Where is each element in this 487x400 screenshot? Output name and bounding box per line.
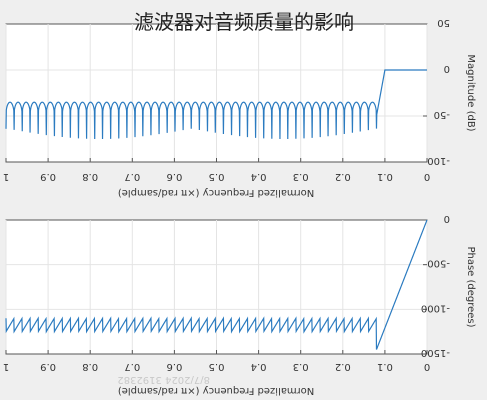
x-tick-label: 0.1 bbox=[377, 361, 393, 372]
x-tick-label: 0.3 bbox=[293, 361, 309, 372]
y-tick-label: -50 bbox=[434, 109, 450, 120]
x-tick-label: 0.9 bbox=[40, 171, 56, 182]
x-tick-label: 0.2 bbox=[335, 171, 351, 182]
magnitude-y-axis-label: Magnitude (dB) bbox=[465, 54, 476, 131]
watermark-text: 8/7/2024 3192382 bbox=[117, 374, 210, 385]
x-tick-label: 0 bbox=[424, 361, 430, 372]
magnitude-gridlines bbox=[5, 24, 428, 162]
x-tick-label: 0.7 bbox=[124, 171, 140, 182]
x-tick-label: 0.8 bbox=[82, 361, 98, 372]
x-tick-label: 0.8 bbox=[82, 171, 98, 182]
magnitude-series-line bbox=[5, 69, 427, 139]
x-tick-label: 0.2 bbox=[335, 361, 351, 372]
x-tick-label: 0.1 bbox=[377, 171, 393, 182]
x-tick-label: 0.7 bbox=[124, 361, 140, 372]
x-tick-label: 0.5 bbox=[209, 171, 225, 182]
y-tick-label: -100 bbox=[427, 155, 450, 166]
phase-y-ticks: 0 -500 -1000 -1500 bbox=[421, 213, 450, 358]
x-tick-label: 0.5 bbox=[209, 361, 225, 372]
x-tick-label: 0.4 bbox=[251, 171, 267, 182]
y-tick-label: -1000 bbox=[421, 302, 450, 313]
chart-title: 滤波器对音频质量的影响 bbox=[134, 10, 354, 34]
y-tick-label: 50 bbox=[437, 17, 450, 28]
phase-x-axis-label: Normalized Frequency (×π rad/sample) bbox=[118, 385, 315, 396]
phase-series-line bbox=[5, 219, 428, 350]
x-tick-label: 0.3 bbox=[293, 171, 309, 182]
phase-gridlines bbox=[5, 220, 428, 354]
y-tick-label: -1500 bbox=[421, 347, 450, 358]
phase-y-axis-label: Phase (degrees) bbox=[465, 246, 476, 327]
x-tick-label: 1 bbox=[3, 361, 9, 372]
y-tick-label: 0 bbox=[444, 63, 450, 74]
x-tick-label: 0.6 bbox=[166, 171, 182, 182]
y-tick-label: -500 bbox=[427, 258, 450, 269]
x-tick-label: 1 bbox=[3, 171, 9, 182]
x-tick-label: 0.4 bbox=[251, 361, 267, 372]
x-tick-label: 0 bbox=[424, 171, 430, 182]
magnitude-x-axis-label: Normalized Frequency (×π rad/sample) bbox=[118, 187, 315, 198]
x-tick-label: 0.9 bbox=[40, 361, 56, 372]
y-tick-label: 0 bbox=[444, 213, 450, 224]
magnitude-x-ticks: 0 0.1 0.2 0.3 0.4 0.5 0.6 0.7 0.8 0.9 1 bbox=[3, 158, 430, 182]
phase-x-ticks: 0 0.1 0.2 0.3 0.4 0.5 0.6 0.7 0.8 0.9 1 bbox=[3, 350, 430, 372]
x-tick-label: 0.6 bbox=[166, 361, 182, 372]
